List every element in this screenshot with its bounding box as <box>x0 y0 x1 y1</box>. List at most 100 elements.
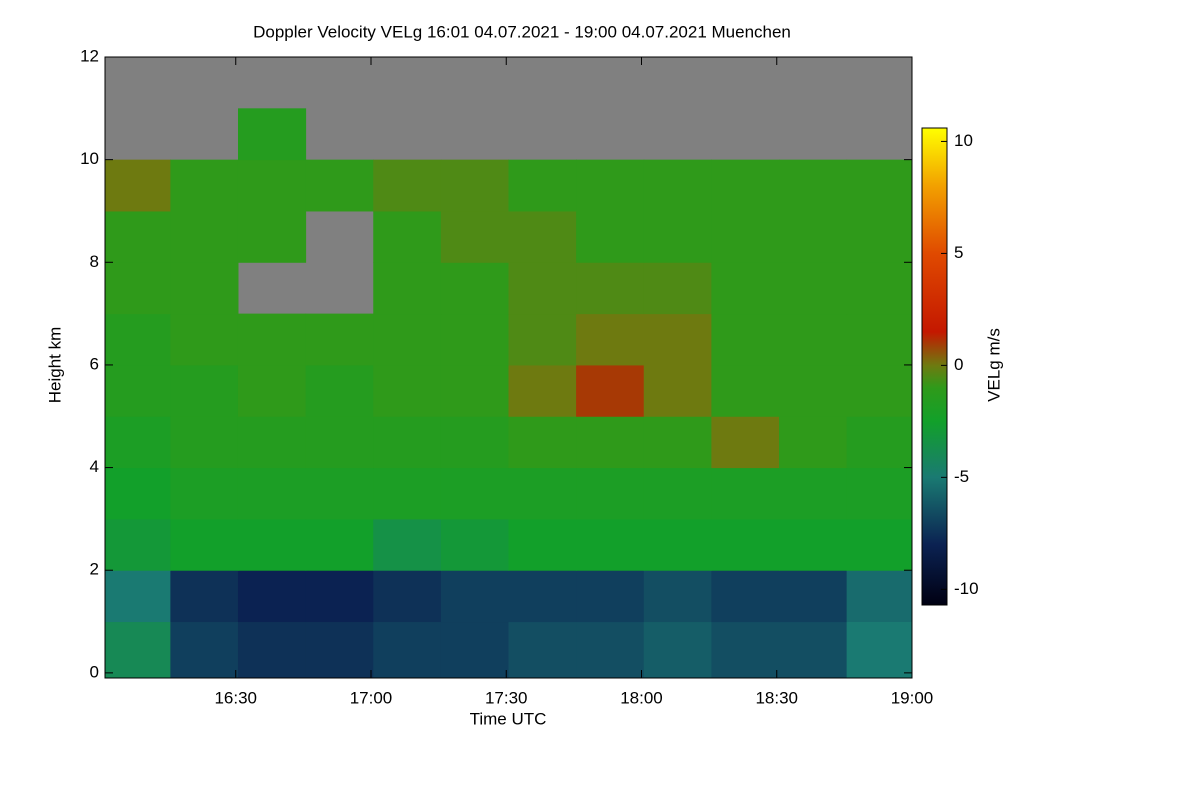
heatmap-cell <box>643 518 712 571</box>
heatmap-cell <box>846 467 913 520</box>
heatmap-cell <box>373 364 442 417</box>
heatmap-cell <box>779 262 848 315</box>
heatmap-cell <box>779 313 848 366</box>
heatmap-cell <box>643 570 712 623</box>
heatmap-cell <box>643 416 712 469</box>
heatmap-cell <box>508 210 577 263</box>
heatmap-cell <box>846 621 913 679</box>
heatmap-cell <box>508 518 577 571</box>
heatmap-cell <box>711 364 780 417</box>
heatmap-cell <box>440 570 509 623</box>
heatmap-cell <box>846 262 913 315</box>
heatmap-cell <box>846 210 913 263</box>
heatmap-cell <box>305 570 374 623</box>
heatmap-cell <box>576 262 645 315</box>
heatmap-cell <box>711 621 780 679</box>
heatmap-cell <box>508 313 577 366</box>
heatmap-cell <box>237 210 307 263</box>
heatmap-cell <box>305 518 374 571</box>
heatmap-cell <box>373 210 442 263</box>
heatmap-cell <box>440 262 509 315</box>
heatmap-cell <box>105 364 171 417</box>
x-axis-label: Time UTC <box>470 709 547 728</box>
heatmap-cell <box>643 262 712 315</box>
heatmap-cell <box>440 467 509 520</box>
heatmap-cell <box>305 313 374 366</box>
colorbar-tick-label: -5 <box>954 467 969 486</box>
heatmap-cell <box>373 467 442 520</box>
heatmap-cell <box>440 364 509 417</box>
heatmap-cell <box>643 467 712 520</box>
heatmap-cell <box>170 313 239 366</box>
heatmap-cell <box>170 570 239 623</box>
heatmap-cell <box>576 159 645 212</box>
heatmap-cell <box>643 210 712 263</box>
heatmap-cell <box>576 364 645 417</box>
y-axis-label: Height km <box>45 327 64 404</box>
heatmap-cell <box>237 467 307 520</box>
heatmap-cell <box>508 364 577 417</box>
heatmap-cell <box>711 262 780 315</box>
heatmap-cell <box>170 364 239 417</box>
heatmap-cell <box>237 364 307 417</box>
heatmap-cell <box>237 621 307 679</box>
colorbar-tick-label: 0 <box>954 355 963 374</box>
heatmap-cell <box>105 210 171 263</box>
heatmap-cell <box>576 518 645 571</box>
heatmap-cell <box>305 159 374 212</box>
heatmap-cell <box>373 262 442 315</box>
heatmap-cell <box>440 518 509 571</box>
heatmap-cell <box>711 518 780 571</box>
heatmap-cell <box>508 467 577 520</box>
heatmap-cell <box>105 518 171 571</box>
colorbar <box>921 127 948 606</box>
colorbar-tick-label: 5 <box>954 243 963 262</box>
heatmap-cell <box>105 570 171 623</box>
heatmap-cell <box>237 108 307 161</box>
heatmap-cell <box>711 467 780 520</box>
heatmap-cell <box>305 364 374 417</box>
heatmap-cell <box>779 364 848 417</box>
heatmap-cell <box>576 313 645 366</box>
plot-frame <box>104 56 913 679</box>
colorbar-tick-label: 10 <box>954 131 973 150</box>
heatmap-cell <box>779 621 848 679</box>
heatmap-cell <box>779 159 848 212</box>
y-tick-label: 2 <box>90 560 99 579</box>
heatmap-cell <box>779 416 848 469</box>
y-tick-label: 4 <box>90 457 99 476</box>
heatmap-cell <box>440 416 509 469</box>
heatmap-cell <box>305 416 374 469</box>
heatmap-cell <box>576 467 645 520</box>
heatmap-cell <box>643 621 712 679</box>
heatmap-cell <box>170 210 239 263</box>
heatmap-cell <box>237 159 307 212</box>
heatmap-cell <box>305 467 374 520</box>
heatmap-cell <box>643 364 712 417</box>
heatmap-cell <box>846 159 913 212</box>
heatmap-cell <box>779 467 848 520</box>
heatmap-cell <box>711 570 780 623</box>
y-tick-label: 10 <box>80 149 99 168</box>
heatmap-cell <box>170 159 239 212</box>
heatmap-cell <box>373 416 442 469</box>
y-tick-label: 12 <box>80 46 99 65</box>
x-tick-label: 19:00 <box>891 688 934 707</box>
heatmap-cell <box>643 159 712 212</box>
heatmap-cell <box>711 313 780 366</box>
heatmap-cell <box>170 416 239 469</box>
heatmap-cell <box>373 159 442 212</box>
heatmap-cell <box>237 518 307 571</box>
heatmap-cell <box>576 570 645 623</box>
heatmap-cell <box>576 621 645 679</box>
heatmap-cell <box>105 416 171 469</box>
heatmap-cell <box>105 313 171 366</box>
heatmap-cell <box>105 159 171 212</box>
heatmap-cell <box>779 210 848 263</box>
heatmap-cell <box>846 364 913 417</box>
heatmap-cell <box>170 262 239 315</box>
heatmap-cell <box>576 416 645 469</box>
heatmap-cell <box>711 159 780 212</box>
x-tick-label: 18:30 <box>755 688 798 707</box>
